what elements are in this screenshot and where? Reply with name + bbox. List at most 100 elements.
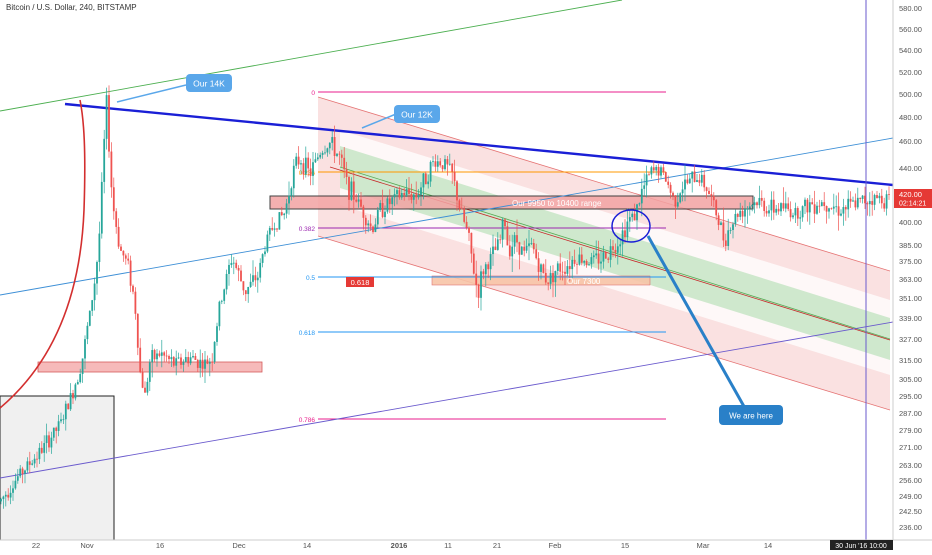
candle-body bbox=[472, 253, 475, 274]
candle-body bbox=[578, 254, 581, 265]
candle-body bbox=[477, 284, 480, 298]
candle-body bbox=[264, 251, 266, 255]
price-tick-label: 256.00 bbox=[899, 476, 922, 485]
candle-body bbox=[259, 262, 262, 278]
candle-body bbox=[511, 246, 514, 257]
candle-body bbox=[36, 458, 38, 460]
candle-body bbox=[621, 230, 624, 245]
candle-body bbox=[100, 181, 103, 234]
candle-body bbox=[772, 199, 775, 213]
candle-body bbox=[734, 213, 737, 225]
price-tick-label: 327.00 bbox=[899, 335, 922, 344]
candle-body bbox=[684, 179, 686, 190]
candle-body bbox=[172, 357, 175, 366]
candle-body bbox=[768, 210, 770, 214]
price-tick-label: 400.00 bbox=[899, 218, 922, 227]
candle-body bbox=[98, 233, 101, 262]
candle-body bbox=[465, 221, 468, 228]
candle-body bbox=[609, 246, 612, 260]
candle-body bbox=[43, 443, 46, 453]
candle-body bbox=[799, 217, 802, 219]
candle-body bbox=[849, 198, 852, 202]
price-tick-label: 263.00 bbox=[899, 461, 922, 470]
candle-body bbox=[530, 243, 533, 244]
candle-body bbox=[321, 152, 324, 155]
callout-12k[interactable]: Our 12K bbox=[394, 105, 440, 123]
candle-body bbox=[780, 203, 782, 212]
candle-body bbox=[127, 258, 130, 261]
candle-body bbox=[741, 210, 744, 217]
candle-body bbox=[175, 358, 178, 366]
candle-body bbox=[285, 203, 288, 214]
candle-body bbox=[554, 270, 557, 283]
candle-body bbox=[753, 202, 756, 206]
candle-body bbox=[86, 325, 89, 340]
candle-body bbox=[876, 195, 878, 199]
candle-body bbox=[400, 193, 403, 198]
candle-body bbox=[643, 185, 646, 189]
candle-body bbox=[441, 165, 444, 170]
candle-body bbox=[93, 283, 96, 301]
candle-body bbox=[50, 437, 53, 448]
candle-body bbox=[492, 246, 494, 255]
candle-body bbox=[504, 219, 506, 227]
candle-body bbox=[679, 193, 682, 203]
callout-14k[interactable]: Our 14K bbox=[186, 74, 232, 92]
callout-we-are-here[interactable]: We are here bbox=[719, 405, 783, 425]
candlestick-series bbox=[0, 85, 890, 509]
candle-body bbox=[808, 202, 811, 213]
candle-body bbox=[64, 403, 67, 420]
candle-body bbox=[362, 206, 365, 218]
candle-body bbox=[148, 362, 151, 382]
candle-body bbox=[168, 356, 170, 360]
price-tick-label: 540.00 bbox=[899, 46, 922, 55]
candle-body bbox=[55, 427, 58, 431]
price-tick-label: 385.00 bbox=[899, 241, 922, 250]
candle-body bbox=[520, 246, 523, 255]
candle-body bbox=[468, 227, 470, 233]
time-tick-label: 2016 bbox=[391, 541, 408, 550]
candle-body bbox=[727, 230, 730, 246]
candle-body bbox=[278, 212, 281, 230]
candle-body bbox=[62, 419, 65, 421]
candle-body bbox=[170, 357, 173, 360]
candle-body bbox=[820, 202, 823, 207]
range-zone bbox=[269, 195, 754, 210]
candle-body bbox=[211, 361, 214, 363]
candle-body bbox=[451, 163, 454, 172]
callout-14k-text: Our 14K bbox=[193, 79, 225, 89]
here-callout-line bbox=[646, 235, 748, 411]
candle-body bbox=[748, 206, 751, 209]
time-axis[interactable]: 22 Nov 16 Dec 14 2016 11 21 Feb 15 Mar 14 bbox=[32, 541, 772, 550]
candle-body bbox=[367, 223, 370, 226]
candle-body bbox=[415, 194, 418, 198]
candle-body bbox=[636, 204, 638, 221]
candle-body bbox=[14, 480, 17, 489]
candle-body bbox=[160, 352, 163, 356]
candle-body bbox=[381, 202, 384, 218]
candle-body bbox=[712, 195, 715, 201]
price-axis[interactable]: 580.00 560.00 540.00 520.00 500.00 480.00 460.… bbox=[899, 4, 922, 532]
candle-body bbox=[333, 137, 336, 156]
candle-body bbox=[228, 264, 230, 274]
candle-body bbox=[715, 200, 718, 216]
candle-body bbox=[242, 281, 245, 291]
candle-body bbox=[360, 199, 362, 207]
candle-body bbox=[470, 232, 473, 254]
candle-body bbox=[240, 270, 242, 282]
candle-body bbox=[787, 203, 790, 210]
candle-body bbox=[698, 180, 701, 183]
candle-body bbox=[280, 212, 283, 216]
candle-body bbox=[96, 261, 98, 284]
candle-body bbox=[789, 209, 792, 218]
parabolic-curve bbox=[0, 99, 86, 409]
candle-body bbox=[33, 458, 36, 464]
candle-body bbox=[746, 208, 749, 210]
candle-body bbox=[24, 470, 26, 474]
candle-body bbox=[163, 352, 166, 356]
candle-body bbox=[26, 461, 29, 471]
candle-body bbox=[165, 355, 168, 357]
callout-14k-line bbox=[116, 84, 187, 103]
